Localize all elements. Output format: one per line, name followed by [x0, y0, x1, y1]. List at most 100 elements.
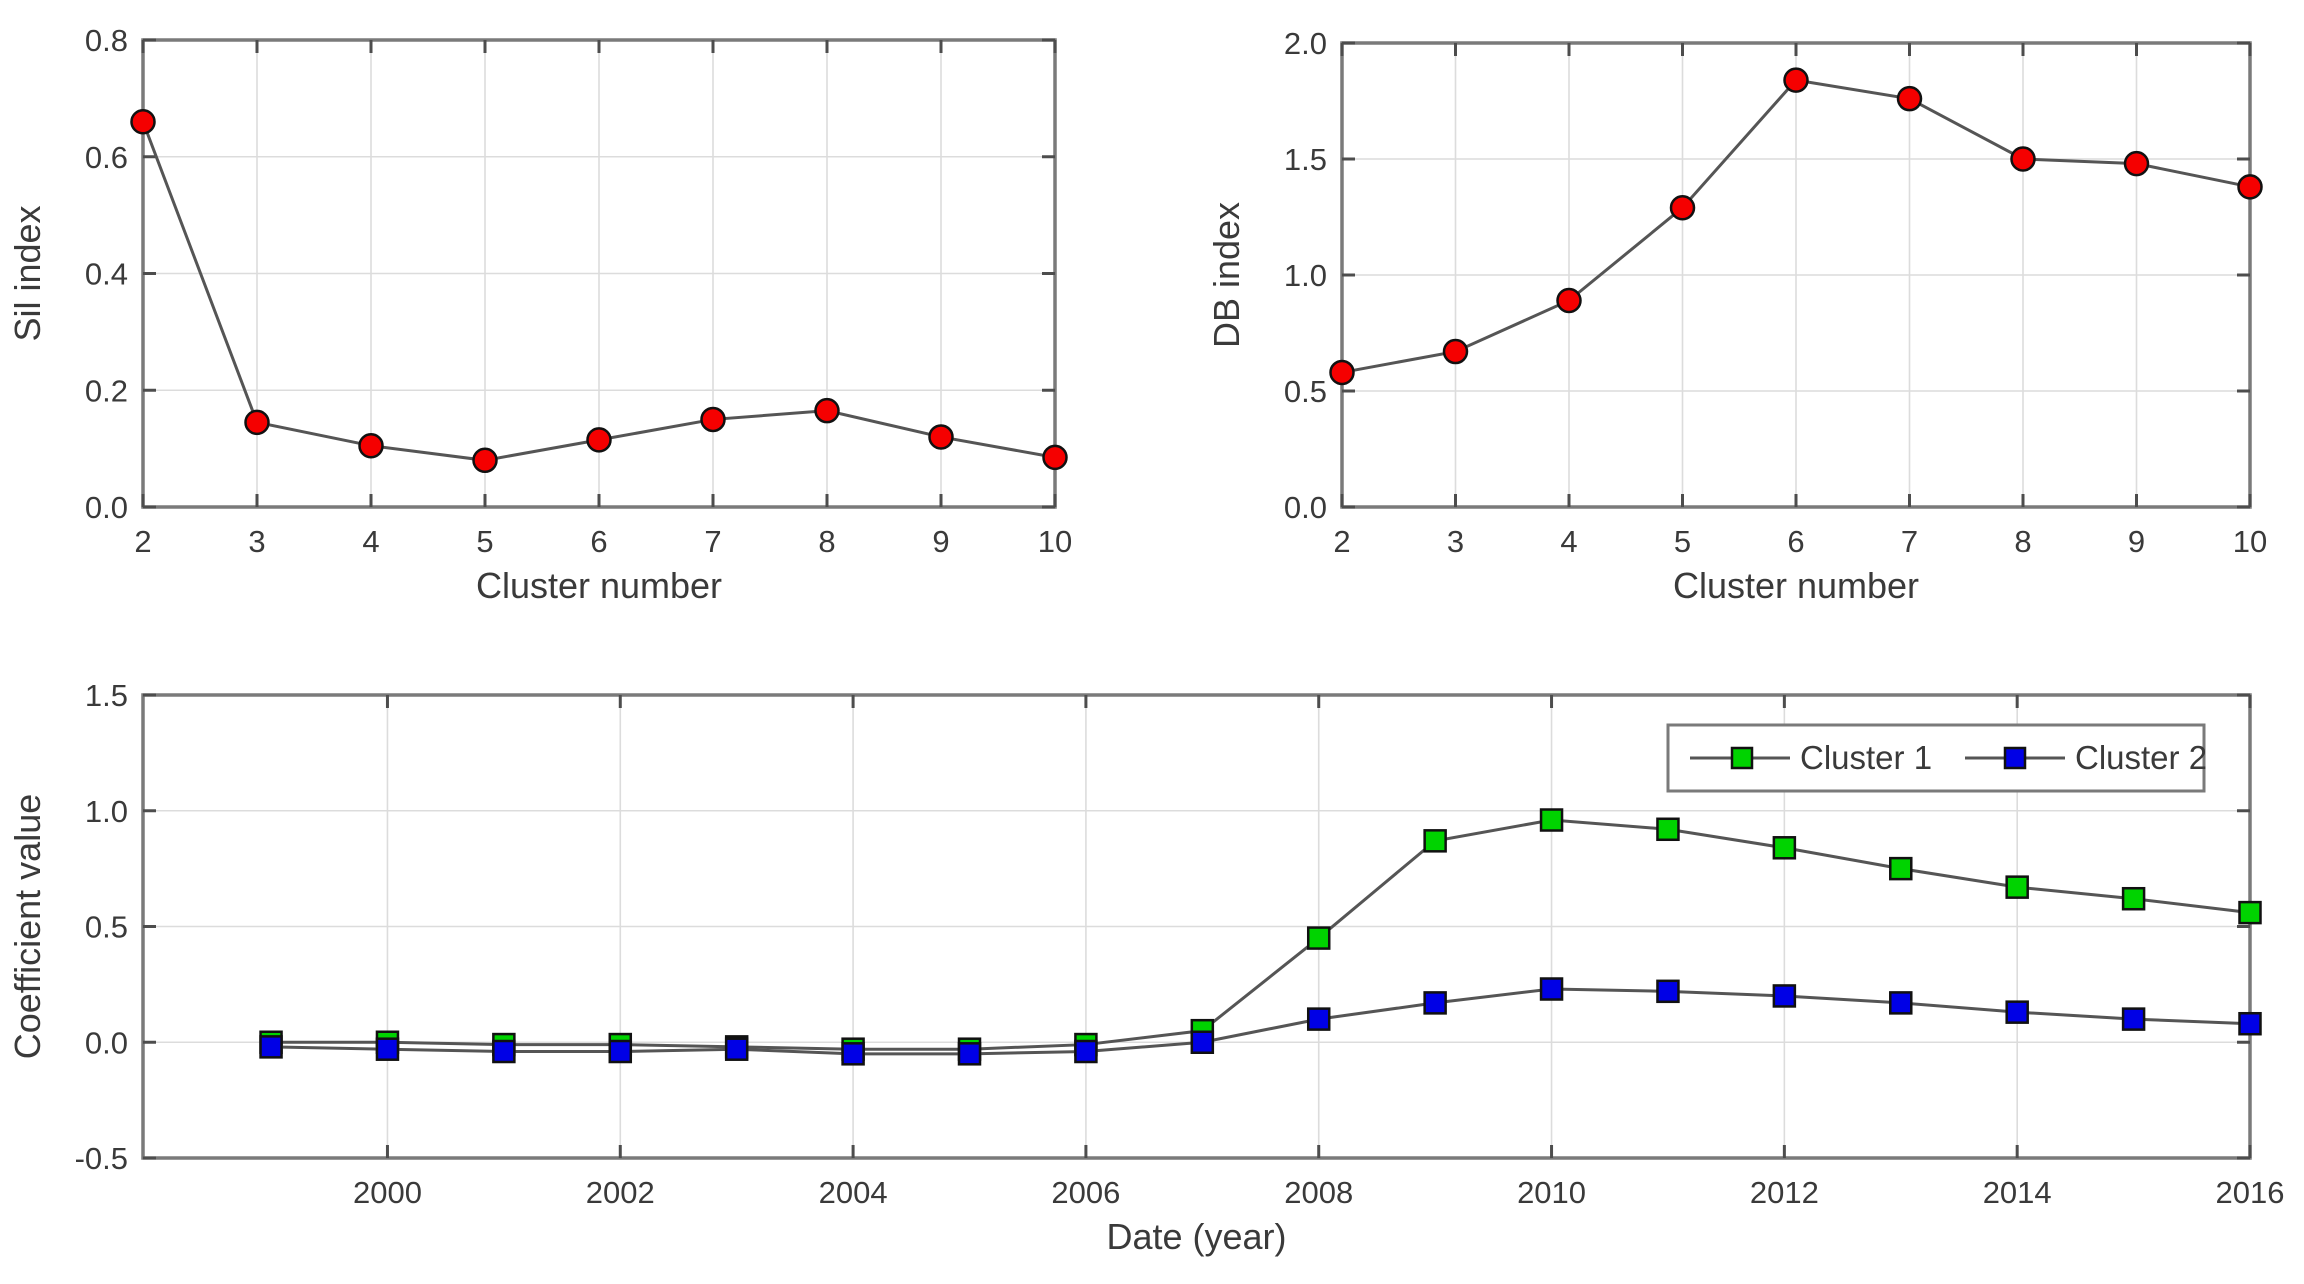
x-tick-label: 4 — [1560, 524, 1577, 559]
data-point-marker — [1669, 194, 1696, 221]
data-point-marker — [1889, 856, 1913, 881]
db-index-chart: 2 3 4 5 6 7 8 9 10 0.0 0.5 1.0 1.5 2.0 Cluster number D… — [1170, 0, 2304, 660]
data-point-marker — [1190, 1030, 1215, 1054]
data-point-marker — [2010, 146, 2036, 172]
data-point-marker — [492, 1039, 516, 1064]
data-point-marker — [2123, 150, 2150, 177]
y-tick-label: 0.2 — [85, 373, 128, 408]
x-tick-label: 2 — [134, 524, 151, 559]
data-point-marker — [2005, 1000, 2029, 1024]
x-axis-label: Date (year) — [1106, 1216, 1286, 1257]
y-tick-label: 2.0 — [1284, 26, 1327, 61]
data-point-marker — [1423, 991, 1447, 1015]
y-tick-label: 0.0 — [1284, 490, 1327, 525]
y-tick-label: 1.0 — [1284, 258, 1327, 293]
legend-entry-label: Cluster 1 — [1800, 739, 1932, 776]
y-tick-label: 0.6 — [85, 140, 128, 175]
data-point-marker — [1539, 808, 1564, 832]
x-tick-label: 9 — [932, 524, 949, 559]
data-point-marker — [2238, 900, 2262, 925]
x-tick-label: 4 — [362, 524, 379, 559]
data-point-marker — [586, 427, 612, 453]
x-tick-label: 2006 — [1051, 1175, 1120, 1210]
x-tick-label: 6 — [1787, 524, 1804, 559]
data-point-marker — [1329, 359, 1355, 386]
x-tick-label: 3 — [1447, 524, 1464, 559]
x-tick-label: 5 — [1674, 524, 1691, 559]
data-point-marker — [2121, 886, 2146, 911]
x-tick-label: 5 — [476, 524, 493, 559]
x-tick-label: 8 — [818, 524, 835, 559]
y-tick-label: -0.5 — [75, 1141, 128, 1176]
legend-marker-sample — [2003, 746, 2027, 770]
data-point-marker — [1772, 984, 1797, 1008]
data-point-marker — [375, 1037, 400, 1061]
x-tick-label: 2002 — [586, 1175, 655, 1210]
data-point-marker — [130, 108, 156, 135]
x-tick-label: 2014 — [1983, 1175, 2052, 1210]
x-tick-label: 7 — [1901, 524, 1918, 559]
coefficient-value-plot-svg: 2000 2002 2004 2006 2008 2010 2012 2014 2016 -0.5… — [7, 678, 2285, 1257]
x-tick-label: 9 — [2128, 524, 2145, 559]
x-tick-label: 3 — [248, 524, 265, 559]
data-point-marker — [957, 1042, 982, 1066]
data-point-marker — [259, 1035, 283, 1059]
data-point-marker — [1889, 991, 1913, 1015]
data-point-marker — [1896, 85, 1923, 112]
y-tick-label: 0.0 — [85, 490, 128, 525]
data-point-marker — [608, 1039, 633, 1064]
x-tick-label: 10 — [1038, 524, 1072, 559]
sil-index-plot-svg: 2 3 4 5 6 7 8 9 10 0.0 0.2 0.4 0.6 0.8 Cluster number S… — [7, 23, 1072, 606]
data-point-marker — [2121, 1007, 2146, 1031]
x-tick-label: 7 — [704, 524, 721, 559]
data-point-marker — [244, 409, 270, 436]
data-point-marker — [724, 1037, 749, 1061]
data-point-marker — [1556, 287, 1582, 314]
series-line — [271, 818, 2251, 1051]
x-axis-label: Cluster number — [476, 565, 722, 606]
x-tick-label: 2016 — [2216, 1175, 2285, 1210]
data-point-marker — [700, 406, 726, 433]
sil-index-chart: 2 3 4 5 6 7 8 9 10 0.0 0.2 0.4 0.6 0.8 Cluster number S… — [0, 0, 1170, 660]
x-tick-label: 2012 — [1750, 1175, 1819, 1210]
data-point-marker — [1423, 829, 1447, 853]
y-axis-label: Coefficient value — [7, 794, 48, 1060]
data-point-marker — [1042, 444, 1068, 471]
data-point-marker — [1772, 836, 1797, 860]
y-tick-label: 0.5 — [85, 910, 128, 945]
y-tick-label: 0.4 — [85, 257, 128, 292]
data-point-marker — [814, 397, 840, 424]
data-point-marker — [1656, 817, 1680, 842]
data-point-marker — [2005, 875, 2029, 899]
y-tick-label: 1.5 — [1284, 142, 1327, 177]
data-point-marker — [1783, 67, 1809, 93]
x-tick-label: 2000 — [353, 1175, 422, 1210]
y-tick-label: 0.8 — [85, 23, 128, 58]
y-tick-label: 1.0 — [85, 794, 128, 829]
y-tick-label: 0.5 — [1284, 374, 1327, 409]
data-point-marker — [1306, 926, 1331, 950]
x-tick-label: 2004 — [819, 1175, 888, 1210]
data-point-marker — [928, 424, 954, 450]
data-point-marker — [472, 447, 498, 474]
data-point-marker — [1306, 1007, 1331, 1031]
data-point-marker — [2238, 1011, 2262, 1036]
y-tick-label: 1.5 — [85, 678, 128, 713]
y-axis-label: DB index — [1206, 202, 1247, 348]
data-point-marker — [841, 1042, 865, 1066]
data-point-marker — [2237, 174, 2263, 200]
coefficient-value-chart: 2000 2002 2004 2006 2008 2010 2012 2014 2016 -0.5… — [0, 640, 2304, 1284]
x-tick-label: 8 — [2014, 524, 2031, 559]
data-point-marker — [1442, 338, 1469, 365]
legend-entry-label: Cluster 2 — [2075, 739, 2207, 776]
data-point-marker — [1656, 979, 1680, 1004]
y-tick-label: 0.0 — [85, 1025, 128, 1060]
series-line — [271, 987, 2251, 1056]
x-tick-label: 2008 — [1284, 1175, 1353, 1210]
data-point-marker — [1539, 977, 1564, 1001]
x-tick-label: 2010 — [1517, 1175, 1586, 1210]
db-index-plot-svg: 2 3 4 5 6 7 8 9 10 0.0 0.5 1.0 1.5 2.0 Cluster number D… — [1206, 26, 2267, 606]
x-tick-label: 2 — [1333, 524, 1350, 559]
legend-marker-sample — [1730, 746, 1754, 770]
x-axis-label: Cluster number — [1673, 565, 1919, 606]
